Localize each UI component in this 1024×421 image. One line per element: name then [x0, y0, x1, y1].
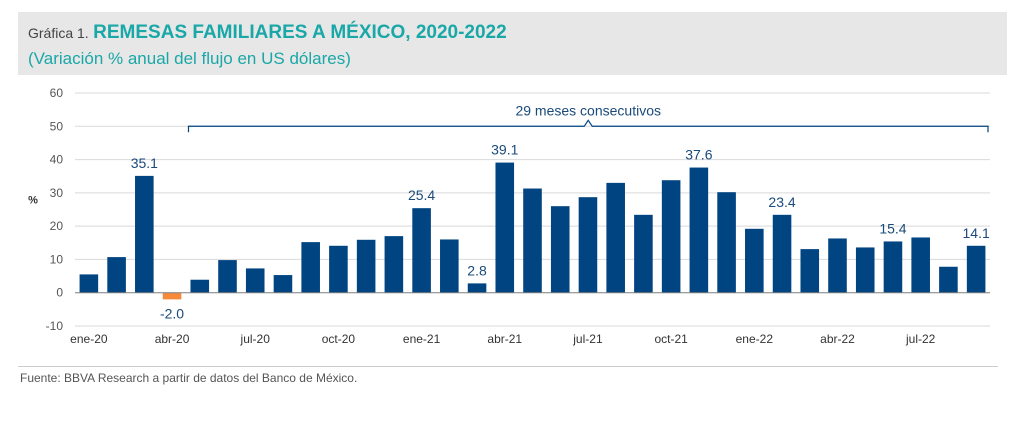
chart-number: Gráfica 1. [28, 25, 89, 41]
bar [689, 167, 709, 293]
bar [245, 268, 265, 293]
x-tick-label: abr-22 [820, 332, 855, 346]
source-note: Fuente: BBVA Research a partir de datos … [20, 371, 358, 385]
bar [412, 208, 431, 293]
x-tick-label: ene-22 [736, 332, 774, 346]
bar [440, 239, 459, 293]
bar [606, 182, 625, 293]
bar [966, 245, 986, 293]
x-tick-label: oct-21 [654, 332, 688, 346]
data-label: 15.4 [879, 220, 906, 236]
x-tick-label: ene-20 [70, 332, 108, 346]
bar-chart: -10 0 10 20 30 40 50 60% ene-20 abr-20 jul-20 oct-2… [28, 86, 990, 346]
y-tick-label: 50 [50, 119, 64, 133]
data-label: 35.1 [131, 155, 158, 171]
bar [329, 245, 348, 293]
bar [745, 228, 764, 293]
bar [356, 239, 376, 293]
bar [717, 192, 736, 293]
title-line: Gráfica 1. REMESAS FAMILIARES A MÉXICO, … [28, 22, 507, 44]
bar [828, 238, 847, 293]
bar [384, 236, 404, 293]
data-label: 23.4 [768, 194, 795, 210]
bar [301, 242, 320, 293]
data-label: 14.1 [963, 225, 990, 241]
annotation-bracket [187, 119, 989, 133]
bar [495, 162, 515, 293]
chart-subtitle: (Variación % anual del flujo en US dólar… [28, 49, 351, 68]
bar [162, 292, 182, 300]
data-label: 39.1 [491, 142, 518, 158]
chart-title: REMESAS FAMILIARES A MÉXICO, 2020-2022 [93, 22, 507, 43]
x-tick-label: oct-20 [322, 332, 356, 346]
y-tick-label: 0 [56, 286, 63, 300]
x-tick-label: abr-20 [155, 332, 190, 346]
bar [550, 206, 570, 293]
y-tick-label: 20 [50, 219, 64, 233]
y-tick-label: 30 [50, 186, 64, 200]
data-label: 2.8 [467, 262, 487, 278]
bar [107, 257, 126, 293]
bar [467, 283, 487, 293]
y-axis-label: % [28, 195, 38, 207]
bar [218, 260, 237, 293]
data-label: 37.6 [685, 147, 712, 163]
x-tick-label: abr-21 [487, 332, 522, 346]
x-tick-label: ene-21 [403, 332, 441, 346]
bar [911, 237, 930, 293]
bar [634, 214, 653, 293]
data-label: 25.4 [408, 187, 435, 203]
footer-divider [18, 366, 998, 367]
chart-header: Gráfica 1. REMESAS FAMILIARES A MÉXICO, … [18, 12, 1007, 75]
bar [190, 279, 210, 293]
bar [523, 188, 542, 293]
x-tick-label: jul-22 [905, 332, 936, 346]
x-tick-label: jul-21 [572, 332, 603, 346]
bar [273, 275, 293, 293]
bar [79, 274, 99, 293]
y-tick-label: 60 [50, 86, 64, 100]
bar [772, 214, 792, 293]
y-tick-label: -10 [46, 319, 64, 333]
annotation-label: 29 meses consecutivos [515, 102, 661, 118]
bar [939, 266, 958, 293]
y-tick-label: 10 [50, 252, 64, 266]
x-tick-label: jul-20 [240, 332, 271, 346]
data-label: -2.0 [160, 305, 184, 321]
bar [855, 247, 875, 293]
bar [883, 241, 903, 293]
y-tick-label: 40 [50, 153, 64, 167]
bar [578, 197, 598, 293]
bar [800, 249, 820, 293]
bar [135, 175, 154, 293]
bar [661, 180, 681, 293]
